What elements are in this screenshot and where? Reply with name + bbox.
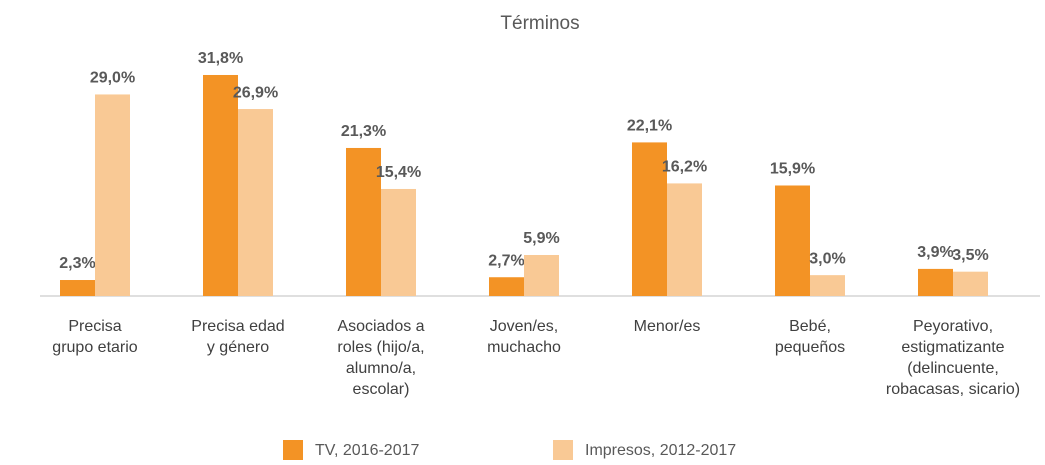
bar bbox=[60, 280, 95, 296]
value-label: 15,9% bbox=[770, 161, 815, 178]
bar bbox=[238, 109, 273, 296]
value-label: 26,9% bbox=[233, 84, 278, 101]
value-label: 3,9% bbox=[917, 244, 953, 261]
bar bbox=[203, 74, 238, 297]
bar bbox=[489, 277, 524, 296]
bar bbox=[775, 185, 810, 296]
legend-label: TV, 2016-2017 bbox=[315, 442, 419, 459]
legend-swatch bbox=[553, 440, 573, 460]
chart-title: Términos bbox=[500, 13, 579, 34]
bar bbox=[95, 94, 130, 296]
bar bbox=[810, 275, 845, 296]
legend-swatch bbox=[283, 440, 303, 460]
bar bbox=[524, 254, 559, 296]
value-label: 31,8% bbox=[198, 50, 243, 67]
value-label: 15,4% bbox=[376, 164, 421, 181]
value-label: 2,3% bbox=[59, 255, 95, 272]
x-tick-label: Precisa edad y género bbox=[191, 318, 285, 356]
bar bbox=[667, 183, 702, 296]
x-tick-label: Bebé, pequeños bbox=[774, 318, 846, 356]
value-label: 21,3% bbox=[341, 123, 386, 140]
value-label: 29,0% bbox=[90, 70, 135, 87]
x-tick-label: Peyorativo, estigmatizante (delincuente,… bbox=[885, 318, 1021, 398]
bar bbox=[918, 268, 953, 296]
value-label: 22,1% bbox=[627, 118, 672, 135]
value-label: 3,5% bbox=[952, 247, 988, 264]
bar bbox=[632, 142, 667, 296]
value-label: 2,7% bbox=[488, 252, 524, 269]
x-tick-label: Joven/es, muchacho bbox=[487, 318, 561, 356]
legend-label: Impresos, 2012-2017 bbox=[585, 442, 736, 459]
value-label: 3,0% bbox=[809, 250, 845, 267]
x-tick-label: Precisa grupo etario bbox=[52, 318, 138, 356]
x-tick-label: Asociados a roles (hijo/a, alumno/a, esc… bbox=[337, 318, 425, 398]
bar bbox=[346, 147, 381, 296]
x-tick-label: Menor/es bbox=[633, 318, 701, 335]
bar bbox=[953, 271, 988, 296]
value-label: 16,2% bbox=[662, 159, 707, 176]
value-label: 5,9% bbox=[523, 230, 559, 247]
bar bbox=[381, 188, 416, 296]
